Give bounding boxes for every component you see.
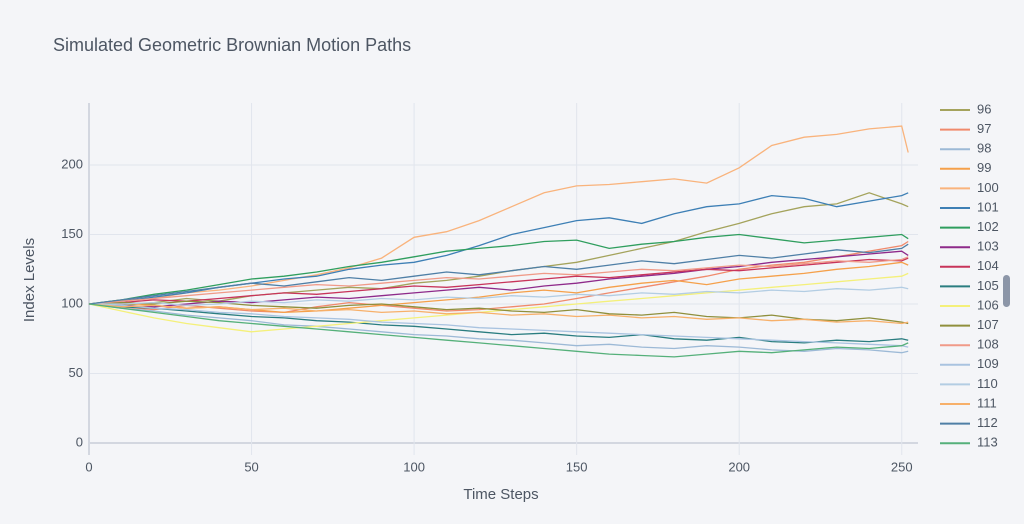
legend-label[interactable]: 109 (977, 356, 999, 371)
legend-label[interactable]: 102 (977, 219, 999, 234)
x-tick-label: 200 (728, 459, 750, 474)
legend-label[interactable]: 105 (977, 278, 999, 293)
series-line (88, 240, 909, 314)
legend-label[interactable]: 99 (977, 160, 991, 175)
legend-label[interactable]: 97 (977, 121, 991, 136)
legend[interactable]: 96 97 98 99 100 101 102 103 104 105 106 107 108 109 11… (940, 101, 999, 450)
series-line (88, 256, 909, 305)
grid: 0 50 100 150 200 0 50 100 150 200 250 (61, 103, 918, 474)
legend-label[interactable]: 113 (977, 435, 998, 450)
y-tick-label: 200 (61, 156, 83, 171)
x-tick-label: 250 (891, 459, 913, 474)
series-line (88, 250, 909, 308)
series-line (88, 243, 909, 305)
series-line (88, 257, 909, 305)
y-tick-label: 50 (69, 365, 83, 380)
legend-label[interactable]: 112 (977, 415, 998, 430)
y-axis-title: Index Levels (21, 238, 38, 322)
series-line (88, 303, 909, 358)
legend-label[interactable]: 106 (977, 297, 999, 312)
chart-title: Simulated Geometric Brownian Motion Path… (53, 35, 411, 55)
legend-label[interactable]: 96 (977, 101, 991, 116)
series-line (88, 303, 909, 348)
y-tick-label: 0 (76, 434, 83, 449)
legend-label[interactable]: 101 (977, 199, 999, 214)
legend-scrollbar[interactable] (1003, 275, 1010, 307)
series-line (89, 286, 909, 307)
series-line (88, 303, 909, 325)
series-line (88, 233, 909, 305)
legend-label[interactable]: 108 (977, 337, 999, 352)
x-tick-label: 100 (403, 459, 425, 474)
series-line (88, 272, 909, 333)
legend-label[interactable]: 107 (977, 317, 999, 332)
legend-label[interactable]: 110 (977, 376, 998, 391)
legend-label[interactable]: 104 (977, 258, 999, 273)
x-tick-label: 150 (566, 459, 588, 474)
x-tick-label: 0 (85, 459, 92, 474)
y-tick-label: 100 (61, 295, 83, 310)
legend-label[interactable]: 100 (977, 180, 999, 195)
legend-label[interactable]: 103 (977, 239, 999, 254)
plot-lines (88, 125, 909, 358)
y-tick-label: 150 (61, 226, 83, 241)
series-line (88, 125, 909, 305)
series-line (88, 303, 909, 344)
legend-label[interactable]: 111 (977, 395, 997, 410)
x-tick-label: 50 (244, 459, 258, 474)
legend-label[interactable]: 98 (977, 141, 991, 156)
x-axis-title: Time Steps (463, 486, 538, 503)
